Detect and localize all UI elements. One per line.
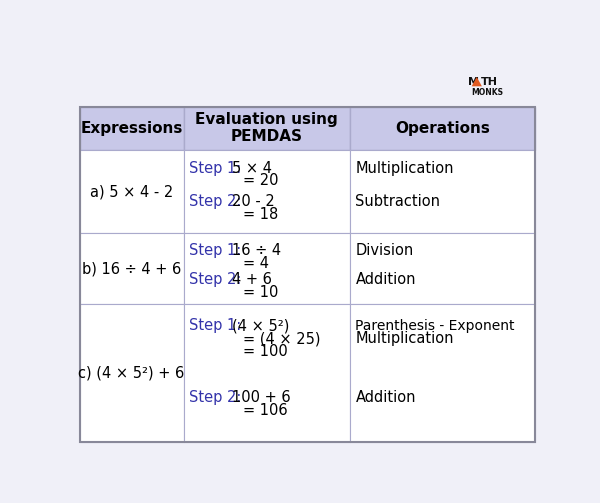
Text: 20 - 2: 20 - 2 <box>232 194 274 209</box>
Bar <box>80 150 184 233</box>
Text: = 10: = 10 <box>243 285 278 300</box>
Bar <box>184 304 350 442</box>
Text: Division: Division <box>355 243 414 258</box>
Text: Multiplication: Multiplication <box>355 331 454 346</box>
Text: = 20: = 20 <box>243 174 278 189</box>
Bar <box>350 233 535 304</box>
Text: Step 1:: Step 1: <box>189 318 241 333</box>
Text: c) (4 × 5²) + 6: c) (4 × 5²) + 6 <box>79 365 185 380</box>
Text: Subtraction: Subtraction <box>355 194 440 209</box>
Text: TH: TH <box>481 76 498 87</box>
Text: = 106: = 106 <box>243 403 287 418</box>
Text: Addition: Addition <box>355 390 416 405</box>
Bar <box>80 233 184 304</box>
Text: = (4 × 25): = (4 × 25) <box>243 331 320 346</box>
Bar <box>184 107 350 150</box>
Text: b) 16 ÷ 4 + 6: b) 16 ÷ 4 + 6 <box>82 261 181 276</box>
Text: = 4: = 4 <box>243 256 269 271</box>
Bar <box>184 150 350 233</box>
Text: MONKS: MONKS <box>472 88 503 97</box>
Bar <box>350 107 535 150</box>
Text: Addition: Addition <box>355 273 416 287</box>
Bar <box>184 233 350 304</box>
Text: (4 × 5²): (4 × 5²) <box>232 318 289 333</box>
Text: Multiplication: Multiplication <box>355 160 454 176</box>
Text: = 100: = 100 <box>243 344 287 359</box>
Bar <box>350 304 535 442</box>
Text: Step 2:: Step 2: <box>189 273 242 287</box>
Bar <box>80 304 184 442</box>
Text: 5 × 4: 5 × 4 <box>232 160 272 176</box>
Text: Parenthesis - Exponent: Parenthesis - Exponent <box>355 319 515 333</box>
Text: Operations: Operations <box>395 121 490 136</box>
Text: 16 ÷ 4: 16 ÷ 4 <box>232 243 281 258</box>
Text: Step 1:: Step 1: <box>189 160 241 176</box>
Text: Step 2:: Step 2: <box>189 390 242 405</box>
Bar <box>80 107 184 150</box>
Text: 100 + 6: 100 + 6 <box>232 390 290 405</box>
Text: Step 2:: Step 2: <box>189 194 242 209</box>
Text: = 18: = 18 <box>243 207 278 222</box>
Text: Evaluation using
PEMDAS: Evaluation using PEMDAS <box>196 112 338 144</box>
Text: M: M <box>468 76 479 87</box>
Text: Step 1:: Step 1: <box>189 243 241 258</box>
Text: Expressions: Expressions <box>80 121 183 136</box>
Polygon shape <box>472 77 482 87</box>
Bar <box>350 150 535 233</box>
Text: 4 + 6: 4 + 6 <box>232 273 271 287</box>
Text: a) 5 × 4 - 2: a) 5 × 4 - 2 <box>90 184 173 199</box>
Bar <box>80 107 535 442</box>
